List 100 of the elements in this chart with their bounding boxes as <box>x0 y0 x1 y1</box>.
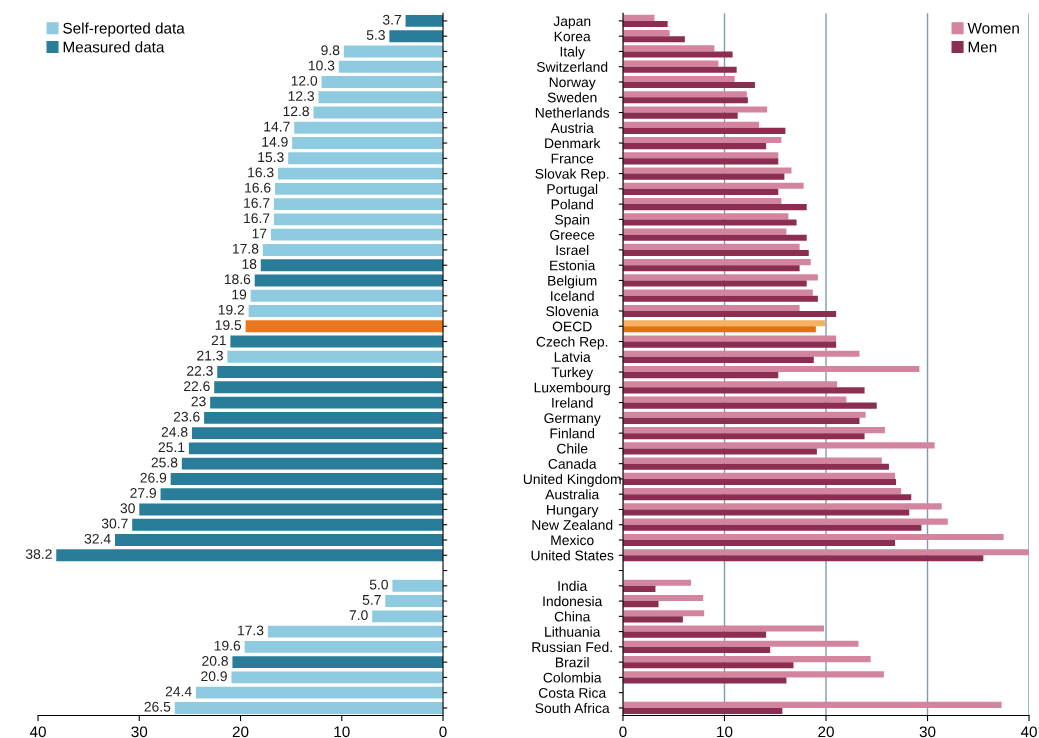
y-tick-label: Spain <box>555 214 590 228</box>
bar <box>250 289 444 302</box>
bar <box>622 616 683 623</box>
bar <box>622 524 922 531</box>
data-label: 19.5 <box>215 320 242 330</box>
bar <box>622 631 767 638</box>
bar <box>622 243 800 250</box>
y-tick-label: Brazil <box>555 657 589 668</box>
y-tick-label: Costa Rica <box>538 687 607 698</box>
data-label: 19 <box>232 289 247 300</box>
y-tick-label: Australia <box>545 489 600 500</box>
y-tick-label: Slovenia <box>546 305 599 317</box>
y-tick-label: Lithuania <box>545 626 601 637</box>
bar <box>195 686 444 699</box>
bar <box>622 539 896 547</box>
bar <box>622 448 817 455</box>
bar <box>622 494 912 501</box>
data-label: 24.4 <box>165 686 192 697</box>
y-tick-label: Japan <box>553 16 591 29</box>
y-tick-label: United States <box>531 550 614 561</box>
bar <box>392 579 444 592</box>
bar <box>622 677 787 684</box>
y-tick-label: Canada <box>548 458 597 469</box>
y-tick-label: Iceland <box>551 290 594 301</box>
bar <box>132 518 444 531</box>
bar <box>622 350 860 357</box>
data-label: 17.3 <box>238 625 264 636</box>
bar <box>232 656 444 669</box>
y-tick-label: Ireland <box>552 397 593 408</box>
bar <box>622 30 670 37</box>
bar <box>622 228 787 235</box>
bar <box>622 625 824 632</box>
bar <box>622 112 738 119</box>
bar <box>622 20 668 28</box>
data-label: 30 <box>120 503 135 514</box>
bar <box>262 243 444 256</box>
bar <box>622 478 897 486</box>
bar <box>622 472 896 479</box>
bar <box>622 91 747 98</box>
bar <box>622 381 838 388</box>
data-label: 32.4 <box>84 533 111 544</box>
y-tick-label: Korea <box>554 31 591 42</box>
data-label: 21 <box>211 335 226 346</box>
bar <box>313 106 444 119</box>
y-tick-label: Luxembourg <box>534 382 610 396</box>
data-label: 3.7 <box>382 14 402 25</box>
bar <box>622 295 818 302</box>
y-tick-label: Israel <box>556 244 589 256</box>
bar <box>277 167 444 180</box>
bar <box>622 152 779 159</box>
bar <box>160 488 444 501</box>
bar <box>622 646 771 653</box>
y-tick-label: Hungary <box>547 504 599 518</box>
x-tick-label: 10 <box>334 726 350 738</box>
bar <box>230 335 444 348</box>
bar <box>622 143 767 150</box>
y-tick-label: Turkey <box>551 367 594 380</box>
data-label: 17.8 <box>232 243 259 254</box>
bar <box>622 601 659 608</box>
bar <box>622 274 818 281</box>
bar <box>622 656 871 663</box>
y-tick-label: Russian Fed. <box>532 641 612 653</box>
bar <box>622 372 779 379</box>
y-tick-label: Colombia <box>543 672 602 683</box>
legend-label: Measured data <box>63 41 165 53</box>
bar <box>181 457 444 470</box>
y-tick-label: Czech Rep. <box>536 336 608 350</box>
bar <box>244 640 444 653</box>
y-tick-label: Austria <box>550 122 594 133</box>
bar <box>622 640 859 647</box>
x-tick-label: 30 <box>919 726 936 738</box>
bar <box>622 707 783 715</box>
data-label: 10.3 <box>308 60 335 71</box>
bar <box>622 66 737 73</box>
bar <box>622 97 748 104</box>
bar <box>292 137 444 150</box>
bar <box>214 381 444 394</box>
bar <box>267 625 444 638</box>
y-tick-label: South Africa <box>535 702 610 714</box>
data-label: 16.3 <box>248 167 274 178</box>
bar <box>622 701 1002 708</box>
bar <box>139 503 444 516</box>
bar <box>622 45 715 52</box>
bar <box>622 289 813 296</box>
bar <box>622 503 942 510</box>
data-label: 12.3 <box>288 91 315 101</box>
y-tick-label: China <box>554 611 591 622</box>
bar <box>405 14 444 27</box>
bar <box>321 76 444 88</box>
bar <box>622 396 847 403</box>
data-label: 9.8 <box>321 45 340 56</box>
bar <box>622 335 837 342</box>
data-label: 5.7 <box>362 595 381 605</box>
data-label: 25.8 <box>151 457 178 468</box>
bar <box>622 518 948 525</box>
bar <box>622 442 935 449</box>
y-tick-label: Italy <box>560 46 585 60</box>
bar <box>622 234 807 241</box>
bar <box>389 30 444 43</box>
bar <box>231 671 444 684</box>
